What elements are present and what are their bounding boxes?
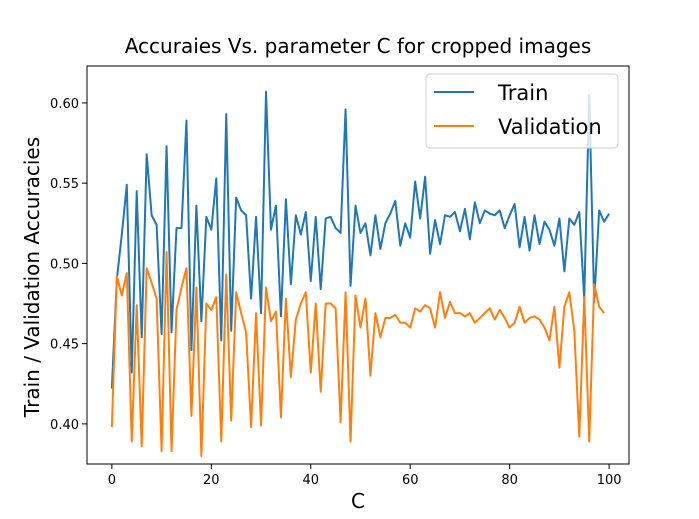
y-axis: 0.40 0.45 0.50 0.55 0.60 bbox=[50, 97, 87, 433]
series-lines bbox=[110, 90, 610, 457]
legend-label-validation: Validation bbox=[498, 115, 602, 139]
chart-title: Accuraies Vs. parameter C for cropped im… bbox=[125, 34, 592, 58]
x-tick-label: 80 bbox=[501, 473, 518, 488]
x-tick-label: 60 bbox=[402, 473, 419, 488]
y-tick-label: 0.45 bbox=[50, 338, 79, 353]
legend-label-train: Train bbox=[497, 81, 548, 105]
plot-area: 0 20 40 60 80 100 0.40 0.45 0.50 0.55 0.60 bbox=[50, 65, 630, 488]
x-tick-label: 0 bbox=[108, 473, 116, 488]
series-line-train bbox=[110, 90, 610, 389]
y-axis-label: Train / Validation Accuracies bbox=[20, 137, 44, 418]
legend: Train Validation bbox=[425, 73, 619, 149]
x-tick-label: 40 bbox=[302, 473, 319, 488]
y-tick-label: 0.40 bbox=[50, 418, 79, 433]
x-axis-label: C bbox=[351, 489, 365, 513]
series-line-validation bbox=[110, 251, 605, 457]
axes-frame bbox=[86, 65, 630, 465]
y-tick-label: 0.60 bbox=[50, 97, 79, 112]
x-tick-label: 20 bbox=[203, 473, 220, 488]
x-axis: 0 20 40 60 80 100 bbox=[108, 464, 622, 488]
y-tick-label: 0.55 bbox=[50, 177, 79, 192]
y-tick-label: 0.50 bbox=[50, 257, 79, 272]
x-tick-label: 100 bbox=[597, 473, 622, 488]
